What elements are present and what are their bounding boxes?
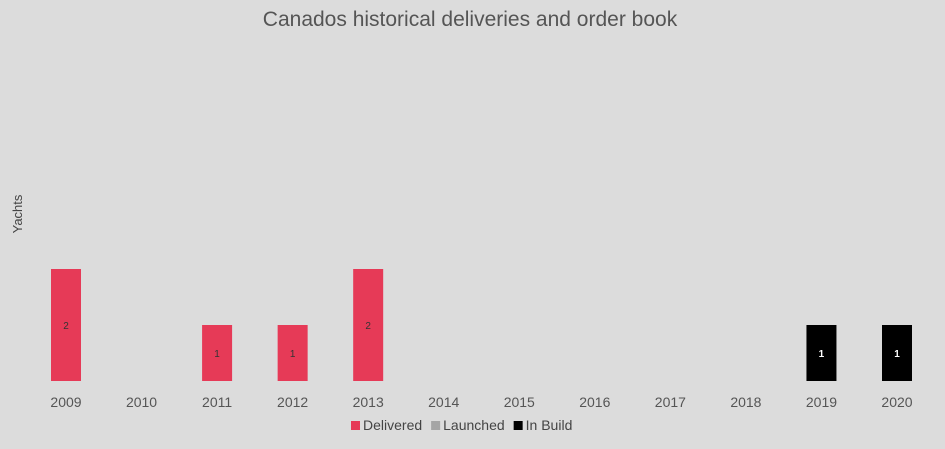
x-tick-label: 2015 bbox=[504, 394, 535, 410]
x-tick-label: 2012 bbox=[277, 394, 308, 410]
x-tick-label: 2016 bbox=[579, 394, 610, 410]
legend-label-delivered: Delivered bbox=[363, 417, 422, 433]
bar-in-build-2019 bbox=[806, 325, 837, 381]
data-label-2020: 1 bbox=[894, 349, 900, 360]
x-tick-label: 2018 bbox=[730, 394, 761, 410]
legend: Delivered Launched In Build bbox=[351, 417, 572, 433]
y-axis-label: Yachts bbox=[10, 194, 25, 233]
data-label-2011: 1 bbox=[214, 349, 220, 360]
data-label-2013: 2 bbox=[365, 321, 371, 332]
x-axis-ticks: 2009 2010 2011 2012 2013 2014 2015 2016 2017 2018… bbox=[50, 394, 912, 410]
legend-swatch-launched bbox=[431, 421, 441, 430]
data-label-2009: 2 bbox=[63, 321, 69, 332]
x-tick-label: 2013 bbox=[353, 394, 384, 410]
x-tick-label: 2020 bbox=[881, 394, 912, 410]
data-label-2012: 1 bbox=[290, 349, 296, 360]
bars-layer: 2 1 1 2 1 1 bbox=[51, 269, 912, 381]
bar-delivered-2011 bbox=[202, 325, 233, 381]
bar-delivered-2012 bbox=[277, 325, 308, 381]
legend-label-in-build: In Build bbox=[526, 417, 573, 433]
data-label-2019: 1 bbox=[819, 349, 825, 360]
chart-title: Canados historical deliveries and order … bbox=[263, 8, 678, 31]
bar-delivered-2009 bbox=[51, 269, 81, 381]
legend-label-launched: Launched bbox=[443, 417, 505, 433]
legend-swatch-delivered bbox=[351, 421, 360, 430]
x-tick-label: 2010 bbox=[126, 394, 157, 410]
x-tick-label: 2017 bbox=[655, 394, 686, 410]
bar-in-build-2020 bbox=[882, 325, 912, 381]
bar-delivered-2013 bbox=[353, 269, 384, 381]
x-tick-label: 2011 bbox=[202, 394, 232, 410]
x-tick-label: 2019 bbox=[806, 394, 837, 410]
x-tick-label: 2014 bbox=[428, 394, 459, 410]
legend-swatch-in-build bbox=[513, 421, 523, 430]
x-tick-label: 2009 bbox=[50, 394, 81, 410]
